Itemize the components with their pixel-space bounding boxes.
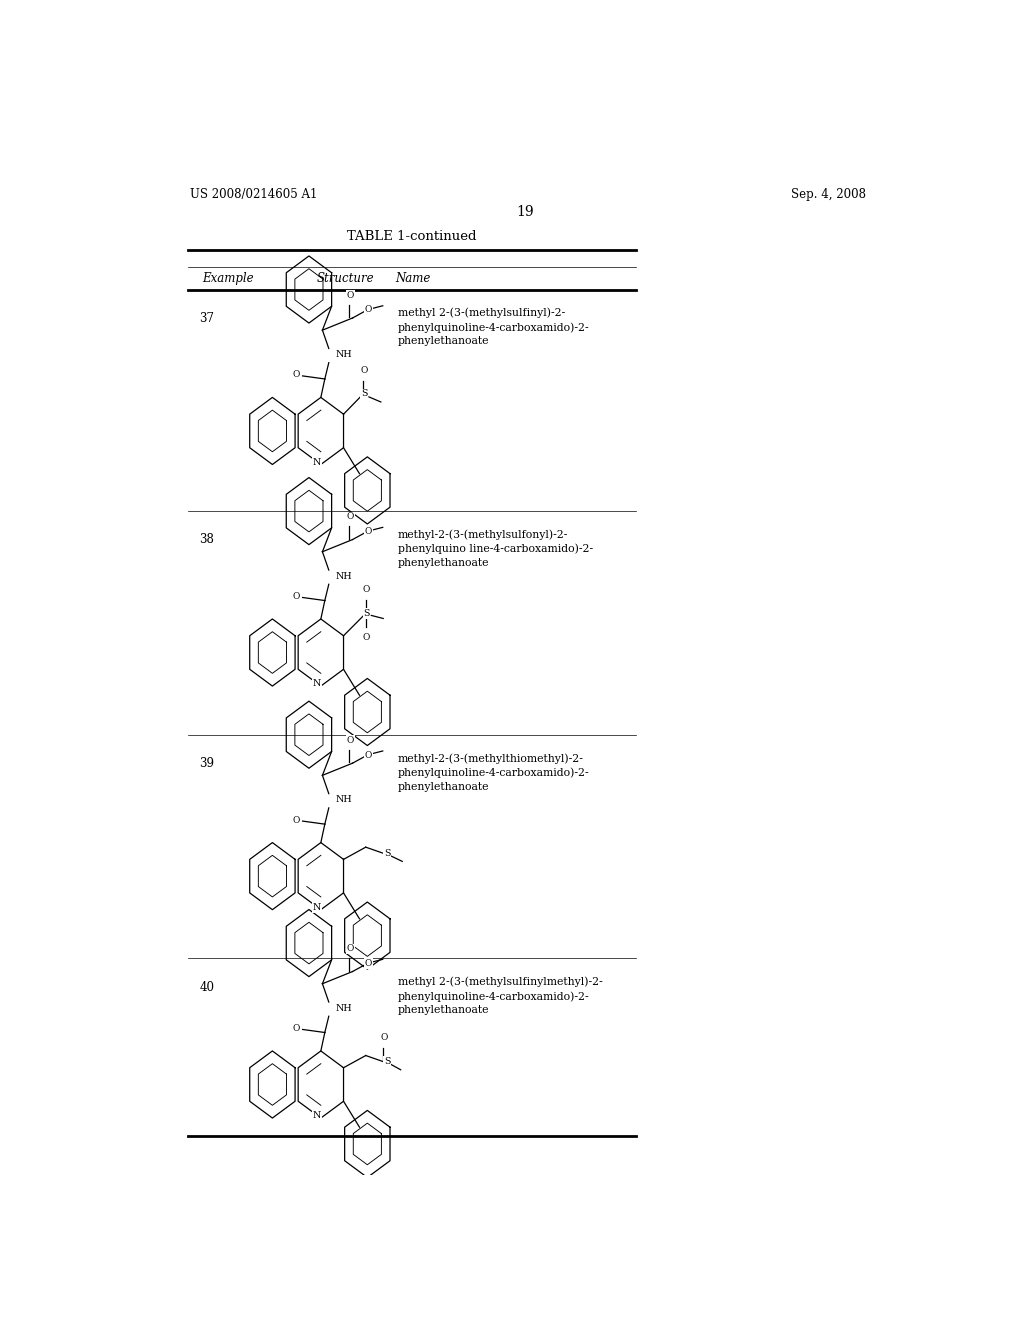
- Text: S: S: [364, 609, 370, 618]
- Text: methyl 2-(3-(methylsulfinylmethyl)-2-
phenylquinoline-4-carboxamido)-2-
phenylet: methyl 2-(3-(methylsulfinylmethyl)-2- ph…: [397, 977, 602, 1015]
- Text: NH: NH: [335, 1003, 352, 1012]
- Text: O: O: [346, 512, 354, 521]
- Text: 19: 19: [516, 206, 534, 219]
- Text: O: O: [365, 751, 372, 759]
- Text: O: O: [362, 632, 371, 642]
- Text: Name: Name: [395, 272, 431, 285]
- Text: N: N: [312, 903, 321, 912]
- Text: NH: NH: [335, 350, 352, 359]
- Text: O: O: [380, 1034, 388, 1043]
- Text: O: O: [362, 585, 371, 594]
- Text: O: O: [365, 305, 372, 314]
- Text: O: O: [346, 944, 354, 953]
- Text: 39: 39: [200, 758, 214, 770]
- Text: methyl 2-(3-(methylsulfinyl)-2-
phenylquinoline-4-carboxamido)-2-
phenylethanoat: methyl 2-(3-(methylsulfinyl)-2- phenylqu…: [397, 308, 590, 346]
- Text: O: O: [292, 816, 299, 825]
- Text: S: S: [384, 849, 390, 858]
- Text: Example: Example: [202, 272, 253, 285]
- Text: 40: 40: [200, 981, 214, 994]
- Text: NH: NH: [335, 795, 352, 804]
- Text: O: O: [346, 290, 354, 300]
- Text: NH: NH: [335, 572, 352, 581]
- Text: 37: 37: [200, 312, 214, 325]
- Text: N: N: [312, 458, 321, 467]
- Text: TABLE 1-continued: TABLE 1-continued: [346, 230, 476, 243]
- Text: methyl-2-(3-(methylsulfonyl)-2-
phenylquino line-4-carboxamido)-2-
phenylethanoa: methyl-2-(3-(methylsulfonyl)-2- phenylqu…: [397, 529, 593, 568]
- Text: N: N: [312, 680, 321, 689]
- Text: O: O: [292, 371, 299, 379]
- Text: methyl-2-(3-(methylthiomethyl)-2-
phenylquinoline-4-carboxamido)-2-
phenylethano: methyl-2-(3-(methylthiomethyl)-2- phenyl…: [397, 752, 590, 792]
- Text: S: S: [384, 1057, 390, 1067]
- Text: Structure: Structure: [316, 272, 375, 285]
- Text: 38: 38: [200, 533, 214, 546]
- Text: O: O: [365, 527, 372, 536]
- Text: S: S: [360, 389, 368, 399]
- Text: O: O: [292, 1024, 299, 1034]
- Text: O: O: [360, 366, 368, 375]
- Text: US 2008/0214605 A1: US 2008/0214605 A1: [189, 189, 317, 202]
- Text: O: O: [346, 735, 354, 744]
- Text: Sep. 4, 2008: Sep. 4, 2008: [792, 189, 866, 202]
- Text: O: O: [292, 591, 299, 601]
- Text: N: N: [312, 1111, 321, 1121]
- Text: O: O: [365, 958, 372, 968]
